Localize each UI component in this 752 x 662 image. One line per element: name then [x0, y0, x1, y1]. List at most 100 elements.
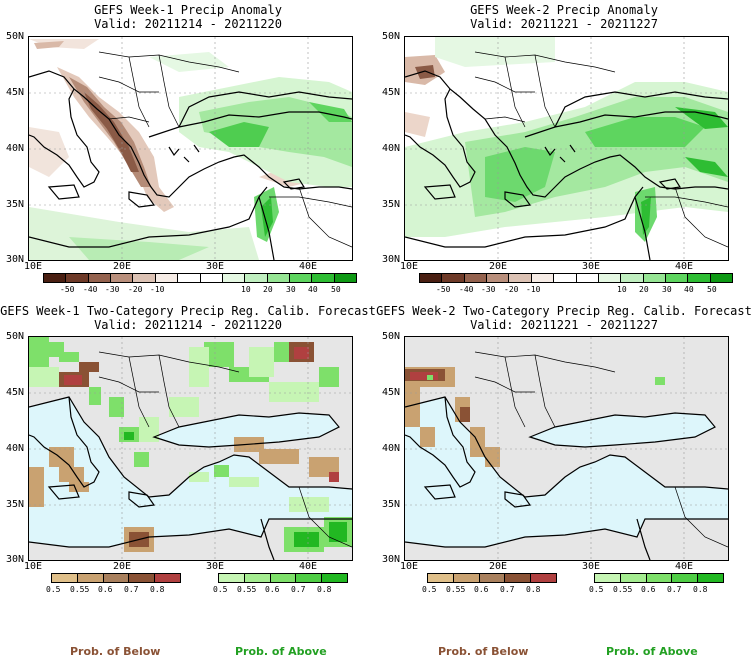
- map-week2-anomaly: [404, 36, 729, 261]
- lat-label: 30N: [381, 254, 400, 265]
- colorbar-label: -10: [526, 285, 541, 294]
- lat-label: 40N: [381, 143, 400, 154]
- lat-label: 45N: [5, 387, 24, 398]
- panel2-title: GEFS Week-2 Precip Anomaly: [470, 3, 658, 17]
- colorbar-label: 0.7: [500, 585, 515, 594]
- colorbar-label: 0.55: [613, 585, 633, 594]
- lat-label: 35N: [381, 499, 400, 510]
- lon-label: 40E: [675, 561, 694, 572]
- anomaly-patch: [435, 37, 555, 67]
- map-week2-probability: [404, 336, 729, 561]
- lat-label: 50N: [5, 331, 24, 342]
- anomaly-patch: [29, 39, 99, 49]
- lat-label: 35N: [381, 199, 400, 210]
- coastlines: [405, 396, 728, 560]
- panel4-valid: Valid: 20211221 - 20211227: [470, 318, 658, 332]
- prob-below-title-p4: Prob. of Below: [438, 645, 529, 658]
- lon-label: 40E: [299, 261, 318, 272]
- colorbar-label: 0.6: [265, 585, 280, 594]
- anomaly-colorbar-p1: [43, 273, 357, 283]
- colorbar-label: 20: [639, 285, 649, 294]
- lon-label: 30E: [206, 261, 225, 272]
- coastlines: [29, 70, 352, 260]
- anomaly-patch: [415, 65, 435, 79]
- lon-label: 30E: [582, 261, 601, 272]
- prob-below-colorbar-p4: [427, 573, 557, 583]
- lon-label: 40E: [299, 561, 318, 572]
- colorbar-label: 0.5: [213, 585, 228, 594]
- colorbar-label: -20: [504, 285, 519, 294]
- colorbar-label: 0.6: [641, 585, 656, 594]
- borders: [98, 51, 352, 248]
- borders: [474, 51, 728, 248]
- sea: [405, 397, 728, 547]
- lat-label: 50N: [381, 331, 400, 342]
- colorbar-label: -40: [83, 285, 98, 294]
- coastlines: [405, 70, 728, 260]
- prob-below-cells-high: [410, 372, 438, 380]
- anomaly-patch: [69, 237, 209, 260]
- colorbar-label: -10: [150, 285, 165, 294]
- anomaly-patch: [685, 157, 728, 177]
- map-week1-probability: [28, 336, 353, 561]
- colorbar-label: 50: [707, 285, 717, 294]
- colorbar-label: 50: [331, 285, 341, 294]
- lat-label: 40N: [381, 443, 400, 454]
- anomaly-patch: [209, 122, 269, 147]
- prob-above-title-p4: Prob. of Above: [606, 645, 698, 658]
- panel1-valid: Valid: 20211214 - 20211220: [94, 17, 282, 31]
- anomaly-patch: [34, 41, 64, 49]
- colorbar-label: 0.8: [150, 585, 165, 594]
- lat-label: 30N: [5, 254, 24, 265]
- lat-label: 45N: [381, 387, 400, 398]
- colorbar-label: 0.6: [98, 585, 113, 594]
- lat-label: 35N: [5, 499, 24, 510]
- panel4-title: GEFS Week-2 Two-Category Precip Reg. Cal…: [376, 304, 752, 318]
- anomaly-patch: [405, 112, 430, 137]
- colorbar-label: 0.8: [317, 585, 332, 594]
- borders: [98, 351, 352, 548]
- prob-below-cells-high: [64, 347, 339, 482]
- colorbar-label: 30: [286, 285, 296, 294]
- prob-below-colorbar-p3: [51, 573, 181, 583]
- lat-label: 35N: [5, 199, 24, 210]
- prob-above-cells-high: [124, 432, 347, 547]
- colorbar-label: 0.8: [526, 585, 541, 594]
- lon-label: 30E: [206, 561, 225, 572]
- colorbar-label: 0.8: [693, 585, 708, 594]
- colorbar-label: 0.5: [422, 585, 437, 594]
- borders: [474, 351, 728, 548]
- colorbar-label: -40: [459, 285, 474, 294]
- anomaly-patch: [84, 92, 139, 172]
- colorbar-label: 0.6: [474, 585, 489, 594]
- lon-label: 10E: [24, 561, 43, 572]
- colorbar-label: 40: [308, 285, 318, 294]
- lat-label: 40N: [5, 443, 24, 454]
- panel2-valid: Valid: 20211221 - 20211227: [470, 17, 658, 31]
- lat-label: 30N: [5, 554, 24, 565]
- panel3-title: GEFS Week-1 Two-Category Precip Reg. Cal…: [0, 304, 376, 318]
- anomaly-colorbar-p2: [419, 273, 733, 283]
- colorbar-label: 0.7: [124, 585, 139, 594]
- anomaly-patch: [199, 97, 352, 167]
- lon-label: 20E: [113, 261, 132, 272]
- prob-above-cells: [29, 337, 352, 552]
- colorbar-label: -30: [481, 285, 496, 294]
- colorbar-label: 0.7: [667, 585, 682, 594]
- panel3-valid: Valid: 20211214 - 20211220: [94, 318, 282, 332]
- colorbar-label: -20: [128, 285, 143, 294]
- lon-label: 10E: [24, 261, 43, 272]
- colorbar-label: 0.5: [589, 585, 604, 594]
- prob-above-colorbar-p3: [218, 573, 348, 583]
- lon-label: 20E: [113, 561, 132, 572]
- prob-below-title-p3: Prob. of Below: [70, 645, 161, 658]
- colorbar-label: 0.7: [291, 585, 306, 594]
- colorbar-label: 30: [662, 285, 672, 294]
- sea: [530, 413, 715, 447]
- colorbar-label: 10: [617, 285, 627, 294]
- colorbar-label: -50: [436, 285, 451, 294]
- lat-label: 45N: [5, 87, 24, 98]
- colorbar-label: 0.5: [46, 585, 61, 594]
- panel1-title: GEFS Week-1 Precip Anomaly: [94, 3, 282, 17]
- colorbar-label: 20: [263, 285, 273, 294]
